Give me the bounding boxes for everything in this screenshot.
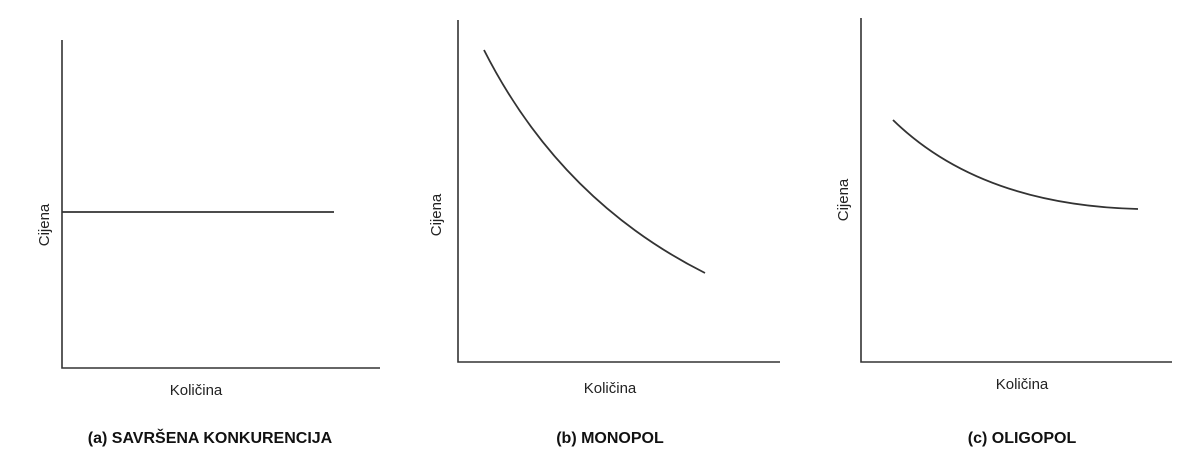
axes	[61, 40, 380, 369]
panel-a: Cijena Količina (a) SAVRŠENA KONKURENCIJ…	[36, 40, 380, 447]
x-label: Količina	[170, 382, 223, 399]
x-label: Količina	[996, 376, 1049, 393]
x-label: Količina	[584, 380, 637, 397]
panel-c: Cijena Količina (c) OLIGOPOL	[835, 18, 1172, 447]
axes	[457, 20, 780, 363]
panel-title: (a) SAVRŠENA KONKURENCIJA	[88, 428, 333, 447]
panel-b: Cijena Količina (b) MONOPOL	[428, 20, 780, 447]
demand-curve	[483, 49, 706, 274]
y-label: Cijena	[835, 178, 852, 221]
y-label: Cijena	[428, 193, 445, 236]
panel-title: (c) OLIGOPOL	[968, 430, 1077, 447]
y-label: Cijena	[36, 203, 53, 246]
demand-curve	[892, 119, 1139, 210]
panel-title: (b) MONOPOL	[556, 430, 664, 447]
axes	[860, 18, 1172, 363]
